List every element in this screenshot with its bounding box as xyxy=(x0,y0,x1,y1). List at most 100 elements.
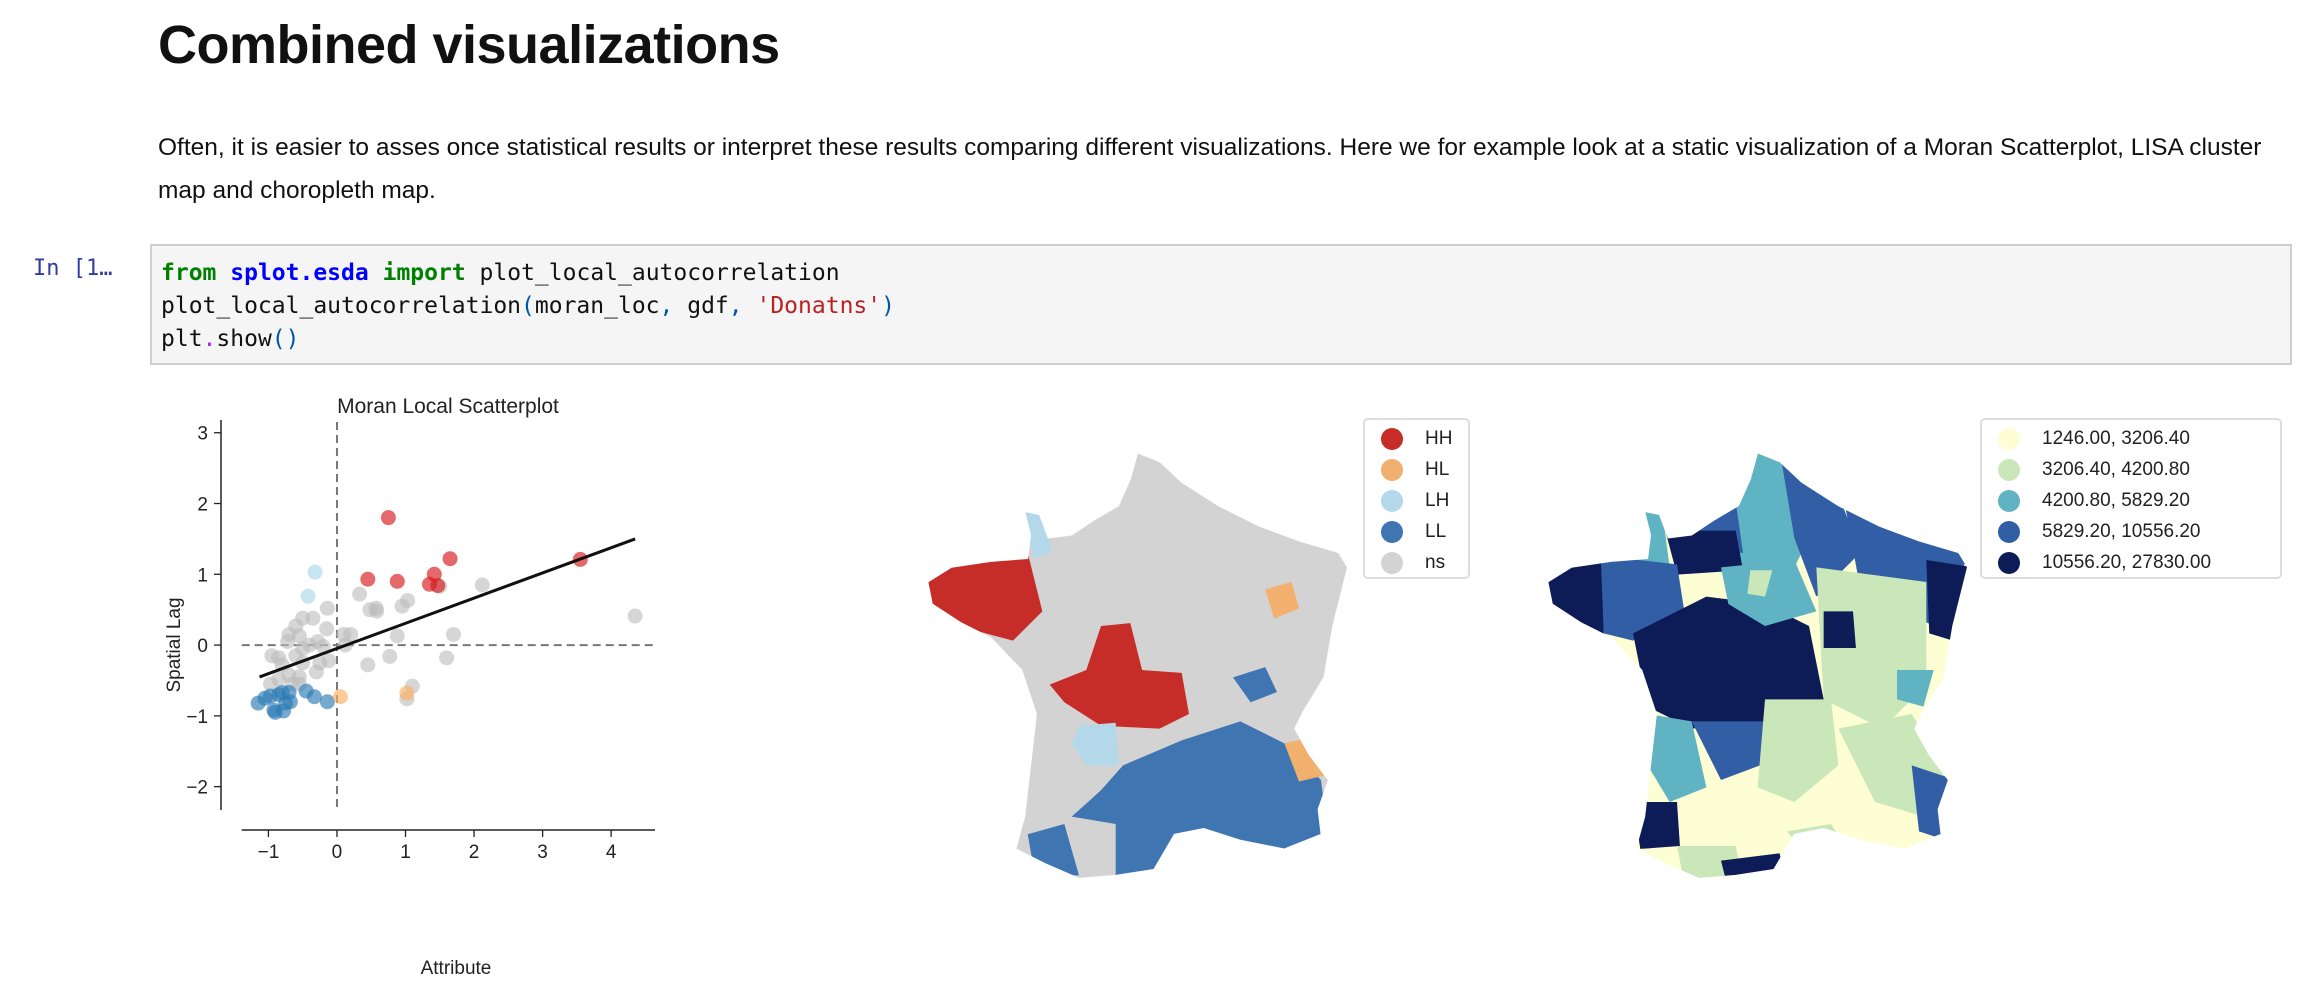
legend-entry: HL xyxy=(1365,454,1468,485)
point-ns xyxy=(389,628,405,644)
legend-label: ns xyxy=(1425,551,1446,573)
code-fn: show xyxy=(216,326,272,352)
point-ns xyxy=(308,664,324,680)
lisa-cluster-map xyxy=(927,452,1349,879)
point-ll xyxy=(319,694,335,710)
legend-entry: HH xyxy=(1365,423,1468,454)
point-hh xyxy=(380,510,396,526)
point-ns xyxy=(305,610,321,626)
legend-marker-icon xyxy=(1381,458,1403,481)
code-comma: , xyxy=(659,293,674,319)
code-fn: plot_local_autocorrelation xyxy=(161,293,522,319)
code-arg: moran_loc xyxy=(534,293,660,319)
point-ns xyxy=(319,621,335,637)
point-ns xyxy=(291,628,307,644)
map-regions xyxy=(927,452,1348,879)
y-tick-label: −1 xyxy=(186,707,208,728)
legend-entry: 4200.80, 5829.20 xyxy=(1982,485,2280,516)
point-ns xyxy=(352,586,368,602)
point-hh xyxy=(389,573,405,589)
region-hl-east xyxy=(1265,582,1299,619)
point-ns xyxy=(400,592,416,608)
legend-label: 5829.20, 10556.20 xyxy=(2042,520,2201,542)
legend-label: 3206.40, 4200.80 xyxy=(2042,458,2190,480)
y-tick-label: 1 xyxy=(197,565,208,586)
legend-entry: LH xyxy=(1365,485,1468,516)
region-hh-center xyxy=(1049,623,1189,729)
point-ns xyxy=(315,638,331,654)
point-ns xyxy=(271,671,287,687)
x-axis-label: Attribute xyxy=(421,958,492,979)
code-keyword: import xyxy=(382,260,466,286)
y-tick-label: 0 xyxy=(197,636,208,657)
legend-entry: 5829.20, 10556.20 xyxy=(1982,516,2280,547)
point-lh xyxy=(300,588,316,604)
legend-label: LL xyxy=(1425,520,1447,542)
code-keyword: from xyxy=(161,260,217,286)
code-string: 'Donatns' xyxy=(756,293,882,319)
code-dot: . xyxy=(202,326,217,352)
point-hl xyxy=(332,689,348,705)
legend-marker-icon xyxy=(1998,489,2020,512)
point-hh xyxy=(430,578,446,594)
point-ns xyxy=(439,650,455,666)
legend-entry: 1246.00, 3206.40 xyxy=(1982,423,2280,454)
regression-line xyxy=(259,537,636,679)
x-tick-label: 3 xyxy=(537,842,548,863)
legend-label: 1246.00, 3206.40 xyxy=(2042,427,2190,449)
y-axis-label: Spatial Lag xyxy=(164,597,185,692)
code-paren: ( xyxy=(521,293,535,319)
region-lh-south xyxy=(1071,722,1119,766)
point-ns xyxy=(360,657,376,673)
page-title: Combined visualizations xyxy=(158,15,780,75)
region-hl-alps xyxy=(1284,737,1324,782)
legend-marker-icon xyxy=(1998,458,2020,481)
legend-label: 10556.20, 27830.00 xyxy=(2042,551,2212,573)
code-name: plot_local_autocorrelation xyxy=(479,260,840,286)
y-tick-label: −2 xyxy=(186,778,208,799)
code-cell[interactable]: from splot.esda import plot_local_autoco… xyxy=(150,244,2292,365)
point-lh xyxy=(307,564,323,580)
code-paren: ) xyxy=(881,293,895,319)
point-hh xyxy=(442,551,458,567)
legend-marker-icon xyxy=(1998,427,2020,450)
legend-marker-icon xyxy=(1998,551,2020,574)
point-ns xyxy=(474,577,490,593)
code-obj: plt xyxy=(161,326,203,352)
point-ns xyxy=(280,634,296,650)
choropleth-map xyxy=(1547,452,1969,879)
code-comma: , xyxy=(728,293,743,319)
x-tick-label: 4 xyxy=(606,842,617,863)
chart-title: Moran Local Scatterplot xyxy=(337,395,559,418)
legend-marker-icon xyxy=(1381,520,1403,543)
legend-marker-icon xyxy=(1381,489,1403,512)
lisa-legend: HH HL LH LL ns xyxy=(1363,418,1470,579)
map-regions xyxy=(1547,452,1968,879)
code-paren: () xyxy=(271,326,300,352)
x-tick-label: 1 xyxy=(400,842,411,863)
point-hl xyxy=(399,685,415,701)
y-tick-label: 3 xyxy=(197,424,208,445)
choropleth-legend: 1246.00, 3206.40 3206.40, 4200.80 4200.80,… xyxy=(1980,418,2282,579)
point-ns xyxy=(382,648,398,664)
region-hh-brittany xyxy=(927,552,1043,641)
legend-entry: LL xyxy=(1365,516,1468,547)
region-ll-south xyxy=(1071,721,1329,879)
point-ll xyxy=(271,687,287,703)
legend-marker-icon xyxy=(1998,520,2020,543)
point-ns xyxy=(445,626,461,642)
legend-entry: 3206.40, 4200.80 xyxy=(1982,454,2280,485)
legend-label: LH xyxy=(1425,489,1450,511)
moran-scatterplot: Moran Local Scatterplot Attribute Spatia… xyxy=(164,395,655,979)
point-ll xyxy=(306,689,322,705)
cell-prompt: In [1… xyxy=(33,256,113,281)
point-ll xyxy=(282,694,298,710)
x-tick-label: −1 xyxy=(258,842,280,863)
code-arg: gdf xyxy=(673,293,729,319)
point-ns xyxy=(627,608,643,624)
legend-entry: ns xyxy=(1365,547,1468,578)
legend-entry: 10556.20, 27830.00 xyxy=(1982,547,2280,578)
point-hh xyxy=(360,571,376,587)
x-tick-label: 0 xyxy=(332,842,343,863)
legend-marker-icon xyxy=(1381,551,1403,574)
